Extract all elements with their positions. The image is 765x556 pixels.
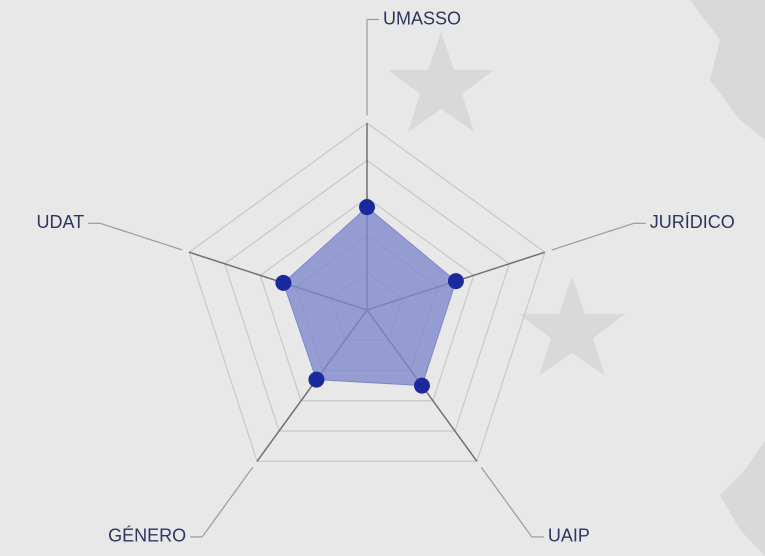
axis-label: GÉNERO — [108, 526, 186, 546]
data-area — [282, 206, 457, 387]
axis-label: UMASSO — [383, 8, 461, 28]
leader-line — [480, 466, 533, 538]
grid-ring — [259, 197, 475, 402]
data-point — [413, 377, 430, 394]
leader-line — [100, 222, 183, 251]
leader-line — [551, 222, 634, 251]
leader-line — [201, 466, 254, 538]
axis-label: UDAT — [37, 212, 85, 232]
data-point — [308, 371, 325, 388]
grid-ring — [188, 122, 546, 462]
grid-ring — [224, 159, 510, 432]
decoration — [388, 0, 765, 556]
shape — [690, 0, 765, 140]
star — [388, 32, 494, 132]
data-point — [359, 199, 375, 216]
axis-label: UAIP — [548, 526, 590, 546]
shape — [720, 440, 765, 556]
data-point — [275, 274, 292, 291]
data-point — [447, 273, 464, 290]
star — [519, 276, 625, 376]
axis-label: JURÍDICO — [650, 212, 735, 232]
